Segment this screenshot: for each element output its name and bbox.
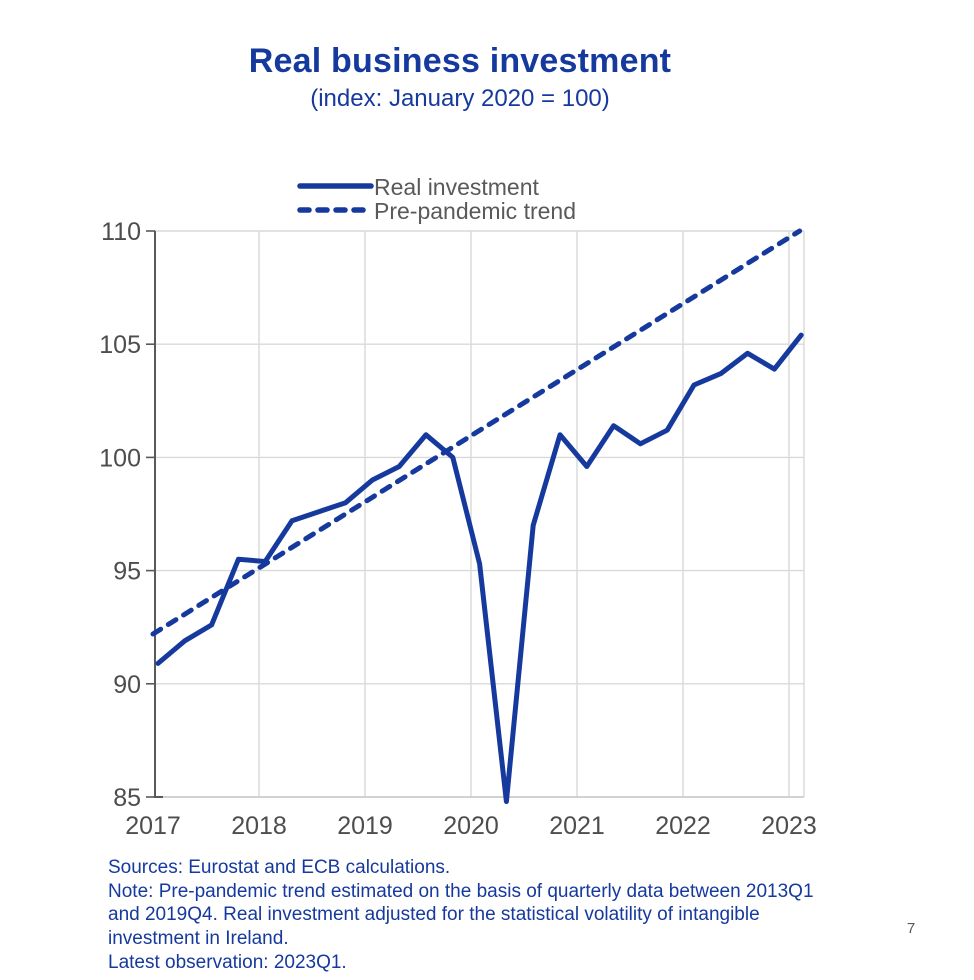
x-tick-label: 2019 [337, 812, 393, 840]
x-tick-label: 2018 [231, 812, 287, 840]
footer-line-note-2: and 2019Q4. Real investment adjusted for… [108, 904, 760, 926]
y-tick-label: 100 [99, 444, 141, 472]
legend-label-real-investment: Real investment [374, 174, 539, 200]
footer-notes: Sources: Eurostat and ECB calculations. … [108, 856, 828, 975]
legend-label-pre-pandemic-trend: Pre-pandemic trend [374, 198, 576, 224]
legend-swatches [297, 183, 374, 213]
pre-pandemic-trend-path [150, 228, 803, 637]
y-tick-label: 85 [113, 784, 141, 812]
footer-line-sources: Sources: Eurostat and ECB calculations. [108, 857, 451, 878]
x-tick-label: 2021 [549, 812, 605, 840]
axes [146, 230, 804, 798]
page-subtitle: (index: January 2020 = 100) [310, 85, 610, 112]
x-tick-label: 2023 [761, 812, 817, 840]
footer-line-latest-observation: Latest observation: 2023Q1. [108, 951, 347, 973]
x-tick-label: 2020 [443, 812, 499, 840]
footer-line-note-3: investment in Ireland. [108, 928, 289, 950]
y-tick-label: 110 [101, 218, 141, 246]
y-tick-label: 105 [99, 331, 141, 359]
x-tick-label: 2022 [655, 812, 711, 840]
page-title: Real business investment [248, 42, 672, 80]
gridlines [153, 230, 805, 797]
trend-line [150, 228, 803, 637]
x-axis-labels: 2017 2018 2019 2020 2021 2022 2023 [125, 812, 817, 840]
real-investment-path [155, 332, 804, 804]
y-axis-labels: 85 90 95 100 105 110 [99, 218, 141, 812]
page-number: 7 [906, 920, 916, 937]
x-tick-label: 2017 [125, 812, 181, 840]
footer-line-note-1: Note: Pre-pandemic trend estimated on th… [108, 880, 814, 902]
y-tick-label: 90 [113, 671, 141, 699]
y-tick-label: 95 [113, 558, 141, 586]
real-investment-line [155, 332, 804, 804]
